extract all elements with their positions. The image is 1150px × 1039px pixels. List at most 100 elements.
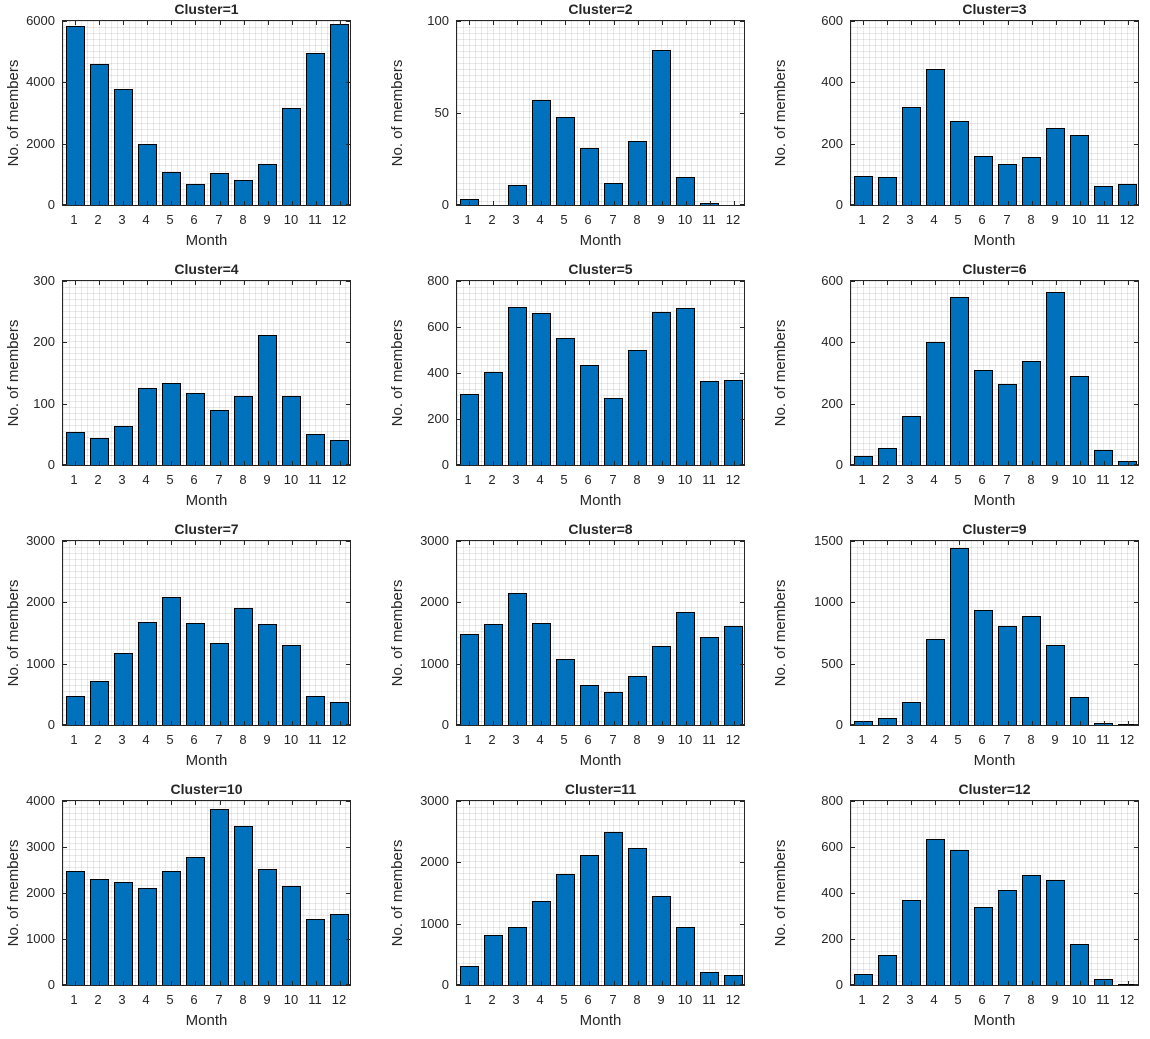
bar-month-5 bbox=[162, 597, 181, 725]
bar-month-11 bbox=[1094, 186, 1113, 205]
x-tick-label: 9 bbox=[1051, 212, 1059, 227]
y-tick-label: 100 bbox=[33, 396, 55, 411]
x-tick-top bbox=[99, 21, 100, 25]
x-tick-top bbox=[863, 281, 864, 285]
x-tick-label: 4 bbox=[536, 472, 544, 487]
x-tick-top bbox=[1128, 541, 1129, 545]
y-tick-label: 3000 bbox=[420, 793, 449, 808]
x-tick-bottom bbox=[983, 981, 984, 985]
y-tick-label: 0 bbox=[441, 457, 449, 472]
subplot-title: Cluster=4 bbox=[174, 261, 239, 277]
x-tick-top bbox=[935, 21, 936, 25]
bar-month-2 bbox=[90, 64, 109, 205]
x-tick-label: 6 bbox=[978, 992, 986, 1007]
y-tick-left bbox=[63, 204, 67, 205]
bar-month-5 bbox=[950, 297, 969, 465]
bar-month-2 bbox=[878, 955, 897, 985]
x-tick-bottom bbox=[1008, 981, 1009, 985]
x-tick-top bbox=[589, 281, 590, 285]
x-tick-bottom bbox=[292, 461, 293, 465]
y-tick-right bbox=[740, 664, 744, 665]
x-tick-bottom bbox=[959, 461, 960, 465]
bar-month-3 bbox=[508, 593, 527, 725]
x-tick-bottom bbox=[734, 201, 735, 205]
x-tick-bottom bbox=[147, 721, 148, 725]
bar-month-9 bbox=[1046, 880, 1065, 985]
bar-month-1 bbox=[66, 432, 85, 465]
x-tick-bottom bbox=[1056, 721, 1057, 725]
bar-month-3 bbox=[508, 307, 527, 465]
x-tick-bottom bbox=[1104, 721, 1105, 725]
x-tick-top bbox=[887, 21, 888, 25]
x-tick-bottom bbox=[75, 461, 76, 465]
x-tick-top bbox=[1032, 801, 1033, 805]
x-tick-top bbox=[75, 801, 76, 805]
y-tick-right bbox=[1134, 541, 1138, 542]
y-tick-label: 1000 bbox=[420, 656, 449, 671]
y-tick-left bbox=[457, 801, 461, 802]
x-tick-bottom bbox=[244, 721, 245, 725]
bar-month-11 bbox=[306, 434, 325, 465]
x-tick-label: 12 bbox=[725, 212, 741, 227]
subplot-cluster-11: Cluster=11 No. of members 1 2 3 4 5 6 7 8 9 10 11 12 0… bbox=[384, 780, 767, 1039]
x-tick-top bbox=[686, 21, 687, 25]
x-tick-top bbox=[1032, 21, 1033, 25]
y-tick-right bbox=[1134, 464, 1138, 465]
x-tick-top bbox=[99, 541, 100, 545]
y-tick-left bbox=[63, 464, 67, 465]
x-tick-top bbox=[316, 541, 317, 545]
bar-month-10 bbox=[1070, 944, 1089, 985]
y-tick-right bbox=[346, 464, 350, 465]
y-tick-right bbox=[740, 602, 744, 603]
bar-month-3 bbox=[114, 89, 133, 205]
x-tick-top bbox=[147, 801, 148, 805]
x-tick-label: 6 bbox=[190, 992, 198, 1007]
y-tick-label: 0 bbox=[441, 977, 449, 992]
x-tick-label: 2 bbox=[882, 732, 890, 747]
x-tick-label: 1 bbox=[464, 732, 472, 747]
x-tick-top bbox=[935, 541, 936, 545]
x-tick-top bbox=[340, 281, 341, 285]
x-tick-label: 5 bbox=[560, 212, 568, 227]
bar-month-7 bbox=[998, 384, 1017, 465]
y-tick-right bbox=[1134, 602, 1138, 603]
x-tick-top bbox=[220, 281, 221, 285]
x-tick-top bbox=[316, 21, 317, 25]
bar-month-11 bbox=[700, 203, 719, 205]
x-tick-bottom bbox=[935, 201, 936, 205]
x-tick-label: 6 bbox=[190, 732, 198, 747]
x-tick-label: 7 bbox=[215, 732, 223, 747]
y-tick-right bbox=[1134, 342, 1138, 343]
y-tick-left bbox=[851, 342, 855, 343]
bar-month-11 bbox=[306, 696, 325, 725]
y-tick-left bbox=[457, 21, 461, 22]
x-tick-bottom bbox=[983, 461, 984, 465]
x-tick-label: 7 bbox=[215, 212, 223, 227]
x-tick-top bbox=[1080, 801, 1081, 805]
x-tick-bottom bbox=[292, 981, 293, 985]
x-tick-bottom bbox=[75, 981, 76, 985]
x-tick-label: 12 bbox=[331, 732, 347, 747]
x-tick-bottom bbox=[614, 981, 615, 985]
bar-month-5 bbox=[162, 871, 181, 985]
x-tick-bottom bbox=[983, 721, 984, 725]
x-tick-top bbox=[171, 281, 172, 285]
x-tick-top bbox=[710, 801, 711, 805]
x-tick-label: 1 bbox=[464, 472, 472, 487]
x-tick-label: 10 bbox=[677, 472, 693, 487]
bar-month-11 bbox=[1094, 979, 1113, 985]
plot-area bbox=[62, 540, 351, 726]
x-tick-label: 6 bbox=[584, 212, 592, 227]
x-tick-top bbox=[1056, 281, 1057, 285]
x-tick-top bbox=[887, 801, 888, 805]
y-tick-right bbox=[346, 847, 350, 848]
x-tick-bottom bbox=[268, 981, 269, 985]
y-tick-left bbox=[457, 924, 461, 925]
plot-area bbox=[456, 800, 745, 986]
y-tick-label: 800 bbox=[821, 793, 843, 808]
x-tick-label: 5 bbox=[954, 732, 962, 747]
x-tick-label: 10 bbox=[283, 732, 299, 747]
x-tick-label: 4 bbox=[142, 992, 150, 1007]
subplot-cluster-3: Cluster=3 No. of members 1 2 3 4 5 6 7 8 9 10 11 12 0 2… bbox=[767, 0, 1150, 260]
bar-month-12 bbox=[330, 702, 349, 725]
